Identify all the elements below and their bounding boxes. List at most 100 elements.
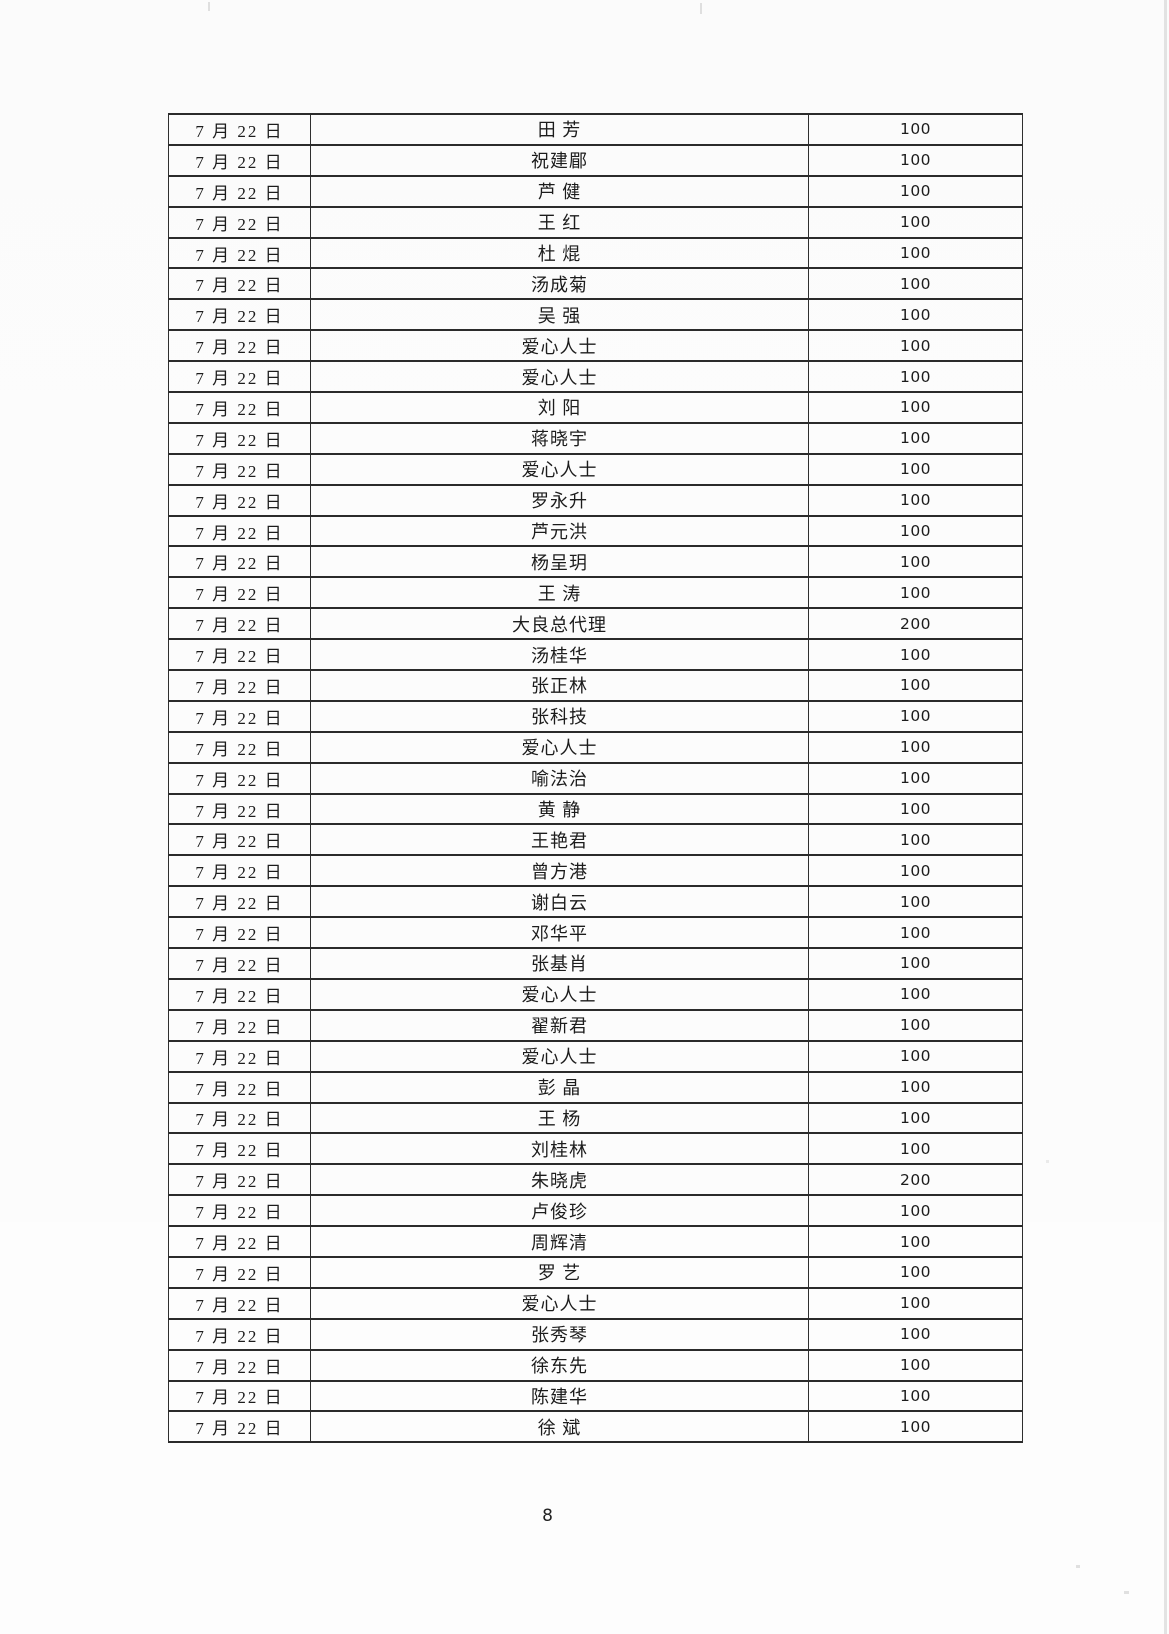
name-cell: 谢白云 xyxy=(310,885,809,919)
amount-cell: 100 xyxy=(808,1255,1023,1289)
amount-cell: 100 xyxy=(808,143,1023,177)
name-cell: 爱心人士 xyxy=(310,730,809,764)
name-cell: 芦 健 xyxy=(310,174,809,208)
amount-cell: 100 xyxy=(808,483,1023,517)
table-row: 7 月 22 日罗永升 100 xyxy=(168,483,1023,517)
date-cell: 7 月 22 日 xyxy=(168,483,311,517)
table-row: 7 月 22 日田 芳 100 xyxy=(168,113,1023,146)
amount-cell: 100 xyxy=(808,421,1023,455)
table-row: 7 月 22 日张秀琴 100 xyxy=(168,1317,1023,1351)
amount-cell: 100 xyxy=(808,1101,1023,1135)
table-row: 7 月 22 日曾方港 100 xyxy=(168,854,1023,888)
amount-cell: 100 xyxy=(808,1410,1023,1444)
date-cell: 7 月 22 日 xyxy=(168,1225,311,1258)
date-cell: 7 月 22 日 xyxy=(168,916,311,950)
amount-cell: 200 xyxy=(808,1163,1023,1197)
date-cell: 7 月 22 日 xyxy=(168,607,311,641)
table-row: 7 月 22 日王 红 100 xyxy=(168,205,1023,239)
scan-artifact xyxy=(1046,1160,1049,1163)
name-cell: 王 杨 xyxy=(310,1101,809,1135)
amount-cell: 100 xyxy=(808,329,1023,363)
name-cell: 吴 强 xyxy=(310,298,809,332)
table-row: 7 月 22 日王艳君 100 xyxy=(168,823,1023,857)
amount-cell: 100 xyxy=(808,545,1023,579)
name-cell: 陈建华 xyxy=(310,1379,809,1413)
name-cell: 大良总代理 xyxy=(310,607,809,641)
name-cell: 卢俊珍 xyxy=(310,1194,809,1228)
amount-cell: 100 xyxy=(808,699,1023,733)
name-cell: 王 红 xyxy=(310,205,809,239)
table-row: 7 月 22 日张基肖 100 xyxy=(168,947,1023,980)
date-cell: 7 月 22 日 xyxy=(168,1194,311,1228)
name-cell: 王 涛 xyxy=(310,576,809,610)
date-cell: 7 月 22 日 xyxy=(168,576,311,610)
scan-artifact xyxy=(700,3,702,14)
amount-cell: 100 xyxy=(808,977,1023,1011)
table-row: 7 月 22 日芦 健 100 xyxy=(168,174,1023,208)
date-cell: 7 月 22 日 xyxy=(168,236,311,270)
date-cell: 7 月 22 日 xyxy=(168,638,311,672)
name-cell: 刘桂林 xyxy=(310,1132,809,1166)
table-row: 7 月 22 日祝建郿 100 xyxy=(168,143,1023,177)
table-row: 7 月 22 日彭 晶 100 xyxy=(168,1070,1023,1104)
name-cell: 周辉清 xyxy=(310,1225,809,1258)
name-cell: 徐 斌 xyxy=(310,1410,809,1444)
date-cell: 7 月 22 日 xyxy=(168,854,311,888)
table-row: 7 月 22 日黄 静 100 xyxy=(168,792,1023,826)
table-row: 7 月 22 日徐东先 100 xyxy=(168,1348,1023,1382)
table-row: 7 月 22 日芦元洪 100 xyxy=(168,514,1023,548)
amount-cell: 100 xyxy=(808,1039,1023,1073)
date-cell: 7 月 22 日 xyxy=(168,730,311,764)
name-cell: 祝建郿 xyxy=(310,143,809,177)
scan-edge-line xyxy=(1164,0,1167,1634)
date-cell: 7 月 22 日 xyxy=(168,174,311,208)
date-cell: 7 月 22 日 xyxy=(168,1317,311,1351)
amount-cell: 100 xyxy=(808,113,1023,146)
date-cell: 7 月 22 日 xyxy=(168,1286,311,1320)
table-row: 7 月 22 日周辉清 100 xyxy=(168,1225,1023,1258)
table-row: 7 月 22 日张科技 100 xyxy=(168,699,1023,733)
date-cell: 7 月 22 日 xyxy=(168,1070,311,1104)
name-cell: 爱心人士 xyxy=(310,329,809,363)
date-cell: 7 月 22 日 xyxy=(168,267,311,301)
name-cell: 朱晓虎 xyxy=(310,1163,809,1197)
name-cell: 徐东先 xyxy=(310,1348,809,1382)
amount-cell: 100 xyxy=(808,174,1023,208)
table-row: 7 月 22 日王 涛 100 xyxy=(168,576,1023,610)
amount-cell: 100 xyxy=(808,1132,1023,1166)
date-cell: 7 月 22 日 xyxy=(168,977,311,1011)
date-cell: 7 月 22 日 xyxy=(168,452,311,486)
name-cell: 张秀琴 xyxy=(310,1317,809,1351)
amount-cell: 100 xyxy=(808,236,1023,270)
amount-cell: 100 xyxy=(808,1008,1023,1042)
table-row: 7 月 22 日邓华平 100 xyxy=(168,916,1023,950)
amount-cell: 100 xyxy=(808,947,1023,980)
name-cell: 杜 焜 xyxy=(310,236,809,270)
scan-artifact xyxy=(208,2,210,11)
amount-cell: 100 xyxy=(808,267,1023,301)
date-cell: 7 月 22 日 xyxy=(168,1039,311,1073)
table-row: 7 月 22 日爱心人士 100 xyxy=(168,977,1023,1011)
table-row: 7 月 22 日吴 强 100 xyxy=(168,298,1023,332)
date-cell: 7 月 22 日 xyxy=(168,761,311,795)
amount-cell: 100 xyxy=(808,730,1023,764)
amount-cell: 100 xyxy=(808,854,1023,888)
date-cell: 7 月 22 日 xyxy=(168,1101,311,1135)
name-cell: 曾方港 xyxy=(310,854,809,888)
table-row: 7 月 22 日汤成菊 100 xyxy=(168,267,1023,301)
amount-cell: 100 xyxy=(808,761,1023,795)
date-cell: 7 月 22 日 xyxy=(168,329,311,363)
name-cell: 彭 晶 xyxy=(310,1070,809,1104)
table-row: 7 月 22 日大良总代理 200 xyxy=(168,607,1023,641)
amount-cell: 100 xyxy=(808,1286,1023,1320)
name-cell: 罗 艺 xyxy=(310,1255,809,1289)
table-row: 7 月 22 日徐 斌 100 xyxy=(168,1410,1023,1444)
date-cell: 7 月 22 日 xyxy=(168,1008,311,1042)
scan-artifact xyxy=(1124,1591,1129,1594)
date-cell: 7 月 22 日 xyxy=(168,1379,311,1413)
table-row: 7 月 22 日杨呈玥 100 xyxy=(168,545,1023,579)
table-row: 7 月 22 日刘桂林 100 xyxy=(168,1132,1023,1166)
amount-cell: 200 xyxy=(808,607,1023,641)
name-cell: 喻法治 xyxy=(310,761,809,795)
